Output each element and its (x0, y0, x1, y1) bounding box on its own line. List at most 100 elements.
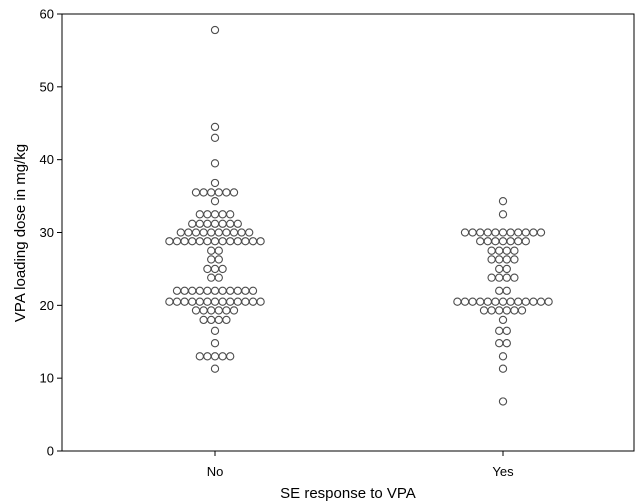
data-point (207, 255, 216, 264)
data-point (237, 228, 246, 237)
data-point (498, 210, 508, 219)
data-point (517, 306, 527, 315)
data-point (210, 178, 220, 188)
data-point (218, 297, 227, 306)
y-tick-label: 10 (40, 371, 54, 386)
data-point (218, 264, 227, 274)
data-point (498, 197, 508, 206)
data-point (248, 286, 258, 295)
data-point (506, 297, 515, 306)
data-point (226, 219, 235, 228)
data-point (233, 297, 242, 306)
data-point (222, 228, 231, 237)
data-point (191, 188, 201, 197)
data-point (529, 228, 538, 237)
data-point (529, 297, 538, 306)
data-point (172, 237, 182, 246)
data-point (210, 297, 220, 306)
data-point (241, 286, 250, 295)
y-axis-title: VPA loading dose in mg/kg (12, 144, 29, 322)
data-point (188, 297, 197, 306)
data-point (506, 228, 515, 237)
y-tick-label: 60 (40, 7, 54, 22)
data-point (483, 297, 492, 306)
data-point (195, 237, 204, 246)
data-point (180, 286, 189, 295)
data-point (233, 286, 242, 295)
data-point (536, 297, 546, 306)
data-point (226, 297, 235, 306)
data-point (495, 339, 504, 348)
data-point (195, 219, 204, 228)
data-point (203, 210, 212, 219)
data-point (214, 228, 223, 237)
data-point (210, 264, 220, 274)
data-point (491, 297, 500, 306)
x-axis: No Yes (207, 451, 514, 479)
data-point (256, 297, 265, 306)
plot-frame (61, 13, 635, 452)
data-point (487, 255, 496, 264)
plot-area (61, 13, 635, 452)
data-point (210, 286, 220, 295)
y-axis: 0 10 20 30 40 50 60 (40, 7, 62, 459)
data-point (502, 306, 511, 315)
data-point (207, 315, 216, 325)
data-point (498, 228, 508, 237)
data-point (487, 273, 496, 282)
data-point (218, 286, 227, 295)
data-point (468, 297, 477, 306)
data-point (210, 197, 220, 206)
data-point (165, 237, 174, 246)
data-point (498, 315, 508, 325)
data-point (233, 237, 242, 246)
data-point (210, 352, 220, 361)
data-point (199, 188, 208, 197)
data-point (210, 237, 220, 246)
data-point (506, 237, 515, 246)
data-point (502, 286, 511, 295)
data-point (487, 246, 496, 255)
data-point (510, 255, 519, 264)
data-point (226, 210, 235, 219)
data-point (248, 237, 258, 246)
data-point (233, 219, 242, 228)
y-tick-label: 40 (40, 152, 54, 167)
data-point (510, 273, 519, 282)
data-point (241, 237, 250, 246)
data-point (165, 297, 174, 306)
data-point (495, 326, 504, 335)
data-point (495, 255, 504, 264)
data-point (218, 352, 227, 361)
x-tick-label: Yes (492, 464, 514, 479)
data-point (199, 315, 208, 325)
data-point (510, 306, 519, 315)
data-point (453, 297, 462, 306)
data-point (210, 122, 220, 132)
data-point (483, 237, 492, 246)
data-point (195, 210, 204, 219)
data-point (226, 237, 235, 246)
data-point (172, 286, 182, 295)
data-point (210, 364, 220, 373)
data-point (514, 297, 523, 306)
data-point (222, 188, 231, 197)
data-point (498, 237, 508, 246)
data-point (203, 264, 212, 274)
data-point (203, 286, 212, 295)
data-point (218, 237, 227, 246)
data-point (203, 352, 212, 361)
data-point (176, 228, 185, 237)
data-point (210, 25, 220, 35)
data-point (195, 352, 204, 361)
data-points (165, 25, 553, 406)
data-point (495, 286, 504, 295)
data-point (195, 297, 204, 306)
data-point (229, 306, 239, 315)
data-point (207, 228, 216, 237)
data-point (498, 397, 508, 406)
data-point (191, 306, 201, 315)
data-point (207, 306, 216, 315)
data-point (210, 210, 220, 219)
